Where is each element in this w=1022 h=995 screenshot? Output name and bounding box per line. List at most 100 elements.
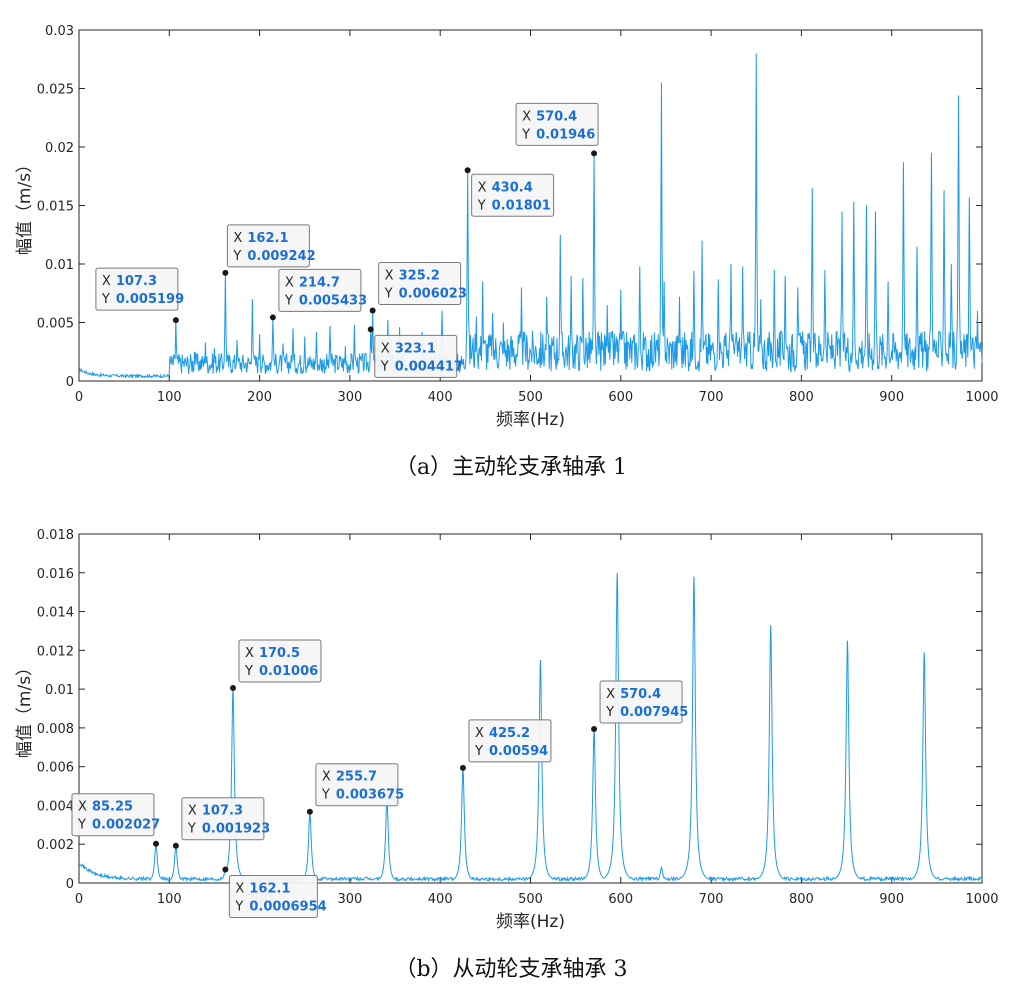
datatip-y-value: 0.002027 — [92, 818, 160, 833]
y-tick-label: 0.03 — [45, 24, 74, 39]
y-tick-label: 0.008 — [37, 722, 74, 737]
x-axis-label: 频率(Hz) — [496, 410, 565, 430]
datatip-x-value: 85.25 — [92, 800, 133, 815]
datatip-x-value: 255.7 — [336, 770, 377, 785]
datatip-box[interactable] — [95, 267, 179, 311]
datatip-x-value: 570.4 — [536, 109, 577, 124]
datatip-y-key: Y — [77, 818, 86, 833]
datatip-marker — [222, 866, 229, 873]
datatip-x-value: 430.4 — [492, 180, 533, 195]
datatip-x-key: X — [285, 275, 294, 290]
y-axis-label: 幅值（m/s） — [15, 156, 35, 255]
datatip-box[interactable] — [378, 262, 462, 306]
datatip[interactable]: X 570.4 Y 0.007945 — [591, 680, 688, 732]
datatip-marker — [591, 150, 598, 157]
datatip-marker — [367, 326, 374, 333]
datatip-y-key: Y — [384, 287, 393, 302]
x-tick-label: 300 — [337, 892, 362, 907]
datatip-x-value: 170.5 — [259, 646, 300, 661]
x-tick-label: 800 — [789, 390, 814, 405]
datatip[interactable]: X 162.1 Y 0.009242 — [222, 224, 316, 276]
x-tick-label: 300 — [337, 390, 362, 405]
y-tick-label: 0.012 — [37, 644, 74, 659]
x-tick-label: 1000 — [965, 892, 998, 907]
datatip-box[interactable] — [228, 875, 318, 919]
datatip-x-key: X — [381, 341, 390, 356]
datatip-x-value: 325.2 — [399, 269, 440, 284]
datatip-y-key: Y — [234, 900, 243, 915]
datatip-y-value: 0.01006 — [259, 664, 318, 679]
datatip[interactable]: X 85.25 Y 0.002027 — [71, 793, 160, 847]
datatip-marker — [591, 725, 598, 732]
datatip-x-key: X — [385, 269, 394, 284]
datatip-x-value: 107.3 — [116, 274, 157, 289]
datatip-box[interactable] — [599, 680, 683, 724]
y-tick-label: 0.01 — [45, 683, 74, 698]
datatip-x-value: 570.4 — [620, 687, 661, 702]
x-tick-label: 0 — [75, 892, 83, 907]
datatip-y-value: 0.01946 — [536, 127, 595, 142]
datatip-box[interactable] — [374, 334, 458, 378]
y-tick-label: 0 — [66, 877, 74, 892]
datatip[interactable]: X 170.5 Y 0.01006 — [229, 639, 322, 691]
y-tick-label: 0.016 — [37, 567, 74, 582]
datatip-y-value: 0.001923 — [202, 822, 270, 837]
datatip-marker — [464, 167, 471, 174]
datatip-y-value: 0.004417 — [395, 359, 463, 374]
datatip-x-key: X — [78, 800, 87, 815]
datatip-x-value: 162.1 — [249, 882, 290, 897]
datatip-box[interactable] — [71, 793, 155, 837]
datatip-y-value: 0.006023 — [399, 287, 467, 302]
datatip-y-value: 0.003675 — [336, 788, 404, 803]
datatip-y-value: 0.009242 — [247, 249, 315, 264]
datatip[interactable]: X 425.2 Y 0.00594 — [459, 719, 552, 771]
datatip-x-value: 323.1 — [395, 341, 436, 356]
datatip[interactable]: X 255.7 Y 0.003675 — [306, 763, 404, 815]
x-tick-label: 700 — [699, 892, 724, 907]
datatip-box[interactable] — [278, 268, 362, 312]
datatip-y-key: Y — [101, 292, 110, 307]
datatip-box[interactable] — [471, 173, 555, 217]
datatip[interactable]: X 430.4 Y 0.01801 — [464, 167, 555, 217]
datatip-box[interactable] — [226, 224, 310, 268]
datatip[interactable]: X 570.4 Y 0.01946 — [515, 102, 599, 157]
datatip-box[interactable] — [468, 719, 552, 763]
datatip-y-key: Y — [477, 198, 486, 213]
y-tick-label: 0 — [66, 375, 74, 390]
y-tick-label: 0.015 — [37, 200, 74, 215]
x-tick-label: 0 — [75, 390, 83, 405]
datatip-x-key: X — [188, 804, 197, 819]
spectrum-series-line — [78, 53, 983, 379]
x-tick-label: 500 — [518, 892, 543, 907]
datatip[interactable]: X 323.1 Y 0.004417 — [367, 326, 463, 378]
datatip-box[interactable] — [181, 797, 265, 841]
datatip-marker — [269, 314, 276, 321]
datatip-box[interactable] — [515, 102, 599, 146]
datatip-x-key: X — [322, 770, 331, 785]
datatip-box[interactable] — [238, 639, 322, 683]
x-tick-label: 600 — [608, 390, 633, 405]
datatip[interactable]: X 214.7 Y 0.005433 — [269, 268, 367, 321]
datatip[interactable]: X 325.2 Y 0.006023 — [369, 262, 467, 314]
x-tick-label: 100 — [157, 892, 182, 907]
chart-panel-a: 0 100 200 300 400 500 600 700 800 900 1000 0 0.005 0.… — [15, 24, 999, 480]
datatip[interactable]: X 162.1 Y 0.0006954 — [222, 866, 327, 919]
datatip-box[interactable] — [315, 763, 399, 807]
datatip[interactable]: X 107.3 Y 0.005199 — [95, 267, 184, 324]
datatip-y-value: 0.01801 — [492, 198, 551, 213]
x-tick-label: 900 — [879, 390, 904, 405]
datatip-marker — [172, 842, 179, 849]
datatip-y-key: Y — [605, 705, 614, 720]
datatip-marker — [222, 269, 229, 276]
datatip[interactable]: X 107.3 Y 0.001923 — [172, 797, 270, 849]
datatip-x-value: 214.7 — [299, 275, 340, 290]
y-tick-label: 0.018 — [37, 528, 74, 543]
datatip-x-key: X — [233, 231, 242, 246]
y-tick-label: 0.01 — [45, 258, 74, 273]
datatip-marker — [369, 307, 376, 314]
y-tick-label: 0.025 — [37, 83, 74, 98]
datatip-x-value: 107.3 — [202, 804, 243, 819]
datatip-marker — [172, 317, 179, 324]
datatip-y-key: Y — [232, 249, 241, 264]
